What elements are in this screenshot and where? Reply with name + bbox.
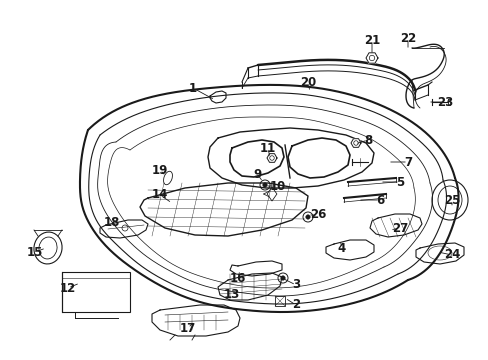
Text: 11: 11	[259, 141, 276, 154]
Text: 5: 5	[395, 175, 403, 189]
Text: 25: 25	[443, 194, 459, 207]
Text: 27: 27	[391, 221, 407, 234]
Text: 13: 13	[224, 288, 240, 302]
Text: 2: 2	[291, 298, 300, 311]
Circle shape	[262, 183, 267, 187]
Text: 23: 23	[436, 95, 452, 108]
Text: 22: 22	[399, 31, 415, 45]
Text: 10: 10	[269, 180, 285, 193]
Circle shape	[280, 276, 285, 280]
Text: 24: 24	[443, 248, 459, 261]
Circle shape	[305, 215, 309, 219]
Text: 7: 7	[403, 156, 411, 168]
Text: 16: 16	[229, 271, 245, 284]
Text: 1: 1	[188, 81, 197, 94]
Text: 12: 12	[60, 282, 76, 294]
Text: 21: 21	[363, 33, 379, 46]
Text: 4: 4	[337, 242, 346, 255]
Text: 6: 6	[375, 194, 384, 207]
Polygon shape	[365, 53, 377, 63]
Text: 15: 15	[27, 246, 43, 258]
Polygon shape	[266, 154, 276, 162]
Text: 26: 26	[309, 208, 325, 221]
Text: 17: 17	[180, 321, 196, 334]
Text: 20: 20	[299, 76, 315, 89]
Text: 8: 8	[363, 134, 371, 147]
Text: 9: 9	[253, 168, 262, 181]
Polygon shape	[350, 139, 360, 147]
Text: 3: 3	[291, 279, 300, 292]
Text: 18: 18	[103, 216, 120, 229]
Text: 19: 19	[151, 163, 168, 176]
Text: 14: 14	[151, 189, 168, 202]
